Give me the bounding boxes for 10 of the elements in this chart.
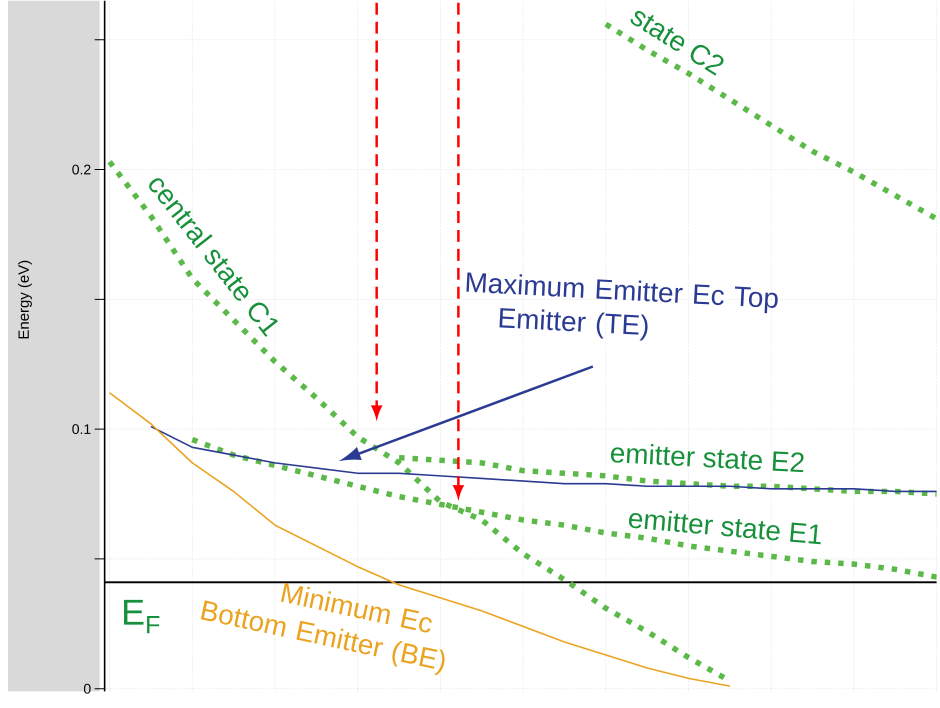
ref-line-label: E$_{F}$ [124, 600, 160, 634]
series-label: emitter state E1 [629, 510, 821, 544]
y-tick-label: 0.2 [72, 164, 90, 174]
text: Minimum Ec Bottom Emitter (BE) [200, 582, 445, 676]
y-tick-label: 0.1 [72, 424, 90, 434]
text: Maximum Emitter Ec Top Emitter (TE) [466, 272, 778, 340]
text: state C2 [630, 10, 724, 76]
y-axis-title: Energy (eV) [18, 260, 32, 338]
y-tick-label: 0 [84, 684, 91, 694]
series-label: emitter state E2 [610, 444, 804, 472]
